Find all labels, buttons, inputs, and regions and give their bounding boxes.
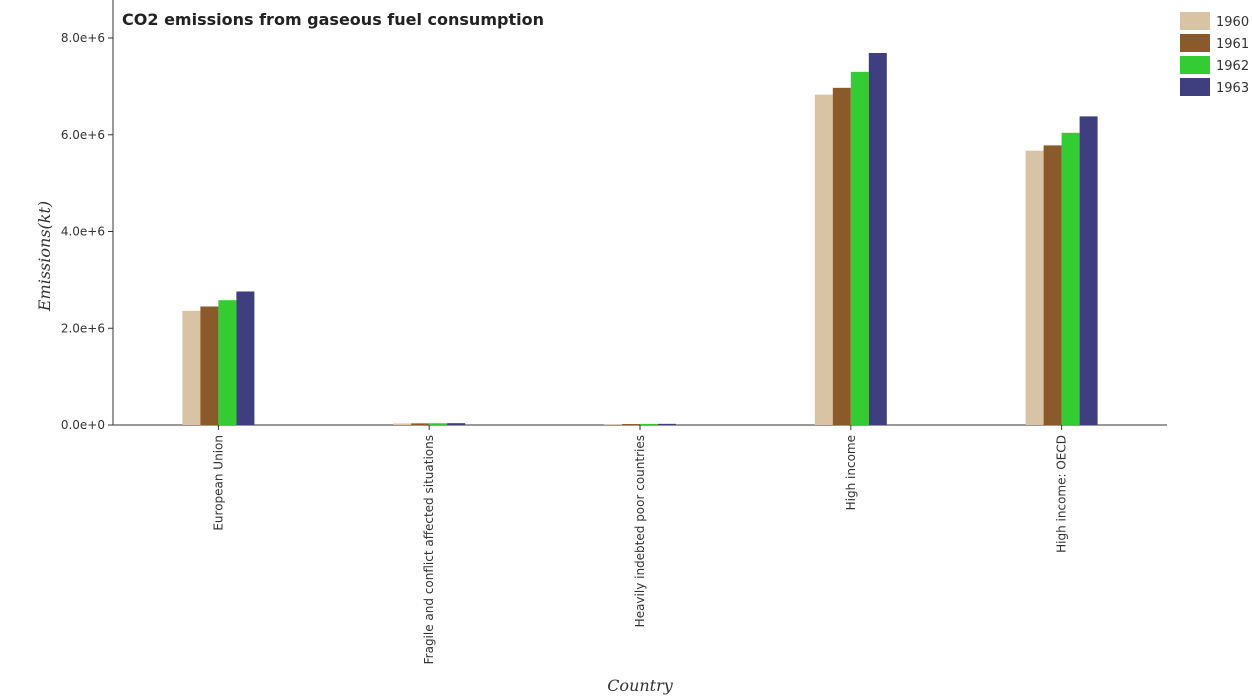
- bar-1961: [1043, 145, 1062, 425]
- bar-1961: [411, 423, 430, 425]
- legend-label-1963: 1963: [1216, 81, 1249, 96]
- bar-1960: [604, 424, 622, 425]
- legend: 1960 1961 1962 1963: [1180, 12, 1249, 96]
- y-tick-label: 8.0e+6: [61, 31, 105, 45]
- bar-1961: [832, 87, 851, 426]
- x-tick-label: High income: [844, 435, 858, 510]
- x-tick-label: Heavily indebted poor countries: [633, 435, 647, 627]
- bar-1960: [1025, 150, 1044, 425]
- y-tick-label: 2.0e+6: [61, 321, 105, 335]
- x-axis-label: Country: [607, 676, 674, 695]
- bar-1961: [622, 424, 640, 425]
- bar-1960: [814, 94, 833, 425]
- x-tick-label: European Union: [211, 435, 225, 531]
- y-tick-label: 4.0e+6: [61, 225, 105, 239]
- bar-1963: [868, 52, 887, 426]
- legend-swatch-1961: [1180, 34, 1210, 52]
- bar-1963: [236, 291, 255, 425]
- x-tick-label: Fragile and conflict affected situations: [422, 435, 436, 664]
- bar-1963: [447, 423, 466, 425]
- plot-area: 0.0e+0 2.0e+6 4.0e+6 6.0e+6 8.0e+6 European U…: [61, 0, 1167, 664]
- y-tick-label: 6.0e+6: [61, 128, 105, 142]
- bar-1961: [200, 306, 219, 425]
- legend-swatch-1962: [1180, 56, 1210, 74]
- bar-1963: [1079, 116, 1098, 426]
- legend-label-1960: 1960: [1216, 15, 1249, 30]
- bar-1963: [658, 423, 676, 425]
- bar-1960: [393, 423, 412, 425]
- bar-1962: [850, 71, 869, 426]
- legend-label-1961: 1961: [1216, 37, 1249, 52]
- chart-title: CO2 emissions from gaseous fuel consumpt…: [122, 10, 544, 29]
- bar-1962: [429, 423, 448, 425]
- bar-1962: [1061, 132, 1080, 425]
- bar-1960: [182, 310, 201, 425]
- legend-label-1962: 1962: [1216, 59, 1249, 74]
- legend-swatch-1963: [1180, 78, 1210, 96]
- x-tick-label: High income: OECD: [1055, 435, 1069, 553]
- y-axis-label: Emissions(kt): [35, 201, 54, 312]
- bar-1962: [640, 423, 658, 425]
- y-tick-label: 0.0e+0: [61, 418, 105, 432]
- bar-1962: [218, 300, 237, 425]
- legend-swatch-1960: [1180, 12, 1210, 30]
